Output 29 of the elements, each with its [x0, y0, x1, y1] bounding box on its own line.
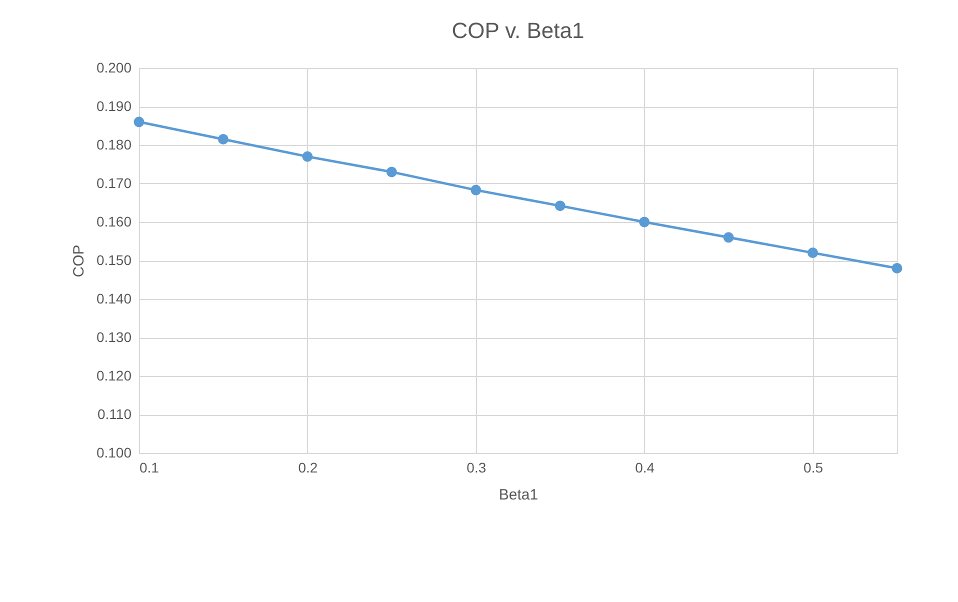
y-tick-label: 0.170	[96, 175, 132, 191]
y-tick-label: 0.190	[96, 98, 132, 114]
y-tick-label: 0.160	[96, 214, 132, 230]
point	[134, 116, 144, 128]
y-tick-label: 0.200	[96, 60, 132, 76]
y-tick-label: 0.120	[96, 368, 132, 384]
point	[386, 166, 397, 178]
x-tick-label: 0.4	[635, 460, 655, 476]
y-tick-label: 0.110	[98, 406, 132, 422]
x-axis-title: Beta1	[498, 486, 538, 504]
x-tick-label: 0.2	[298, 460, 318, 476]
point	[470, 184, 482, 196]
y-axis-title: COP	[70, 244, 88, 278]
x-tick-label: 0.3	[466, 460, 486, 476]
y-tick-label: 0.140	[96, 290, 132, 306]
point	[639, 216, 650, 228]
x-tick-label: 0.1	[140, 460, 160, 476]
point	[808, 248, 818, 258]
y-tick-label: 0.180	[96, 136, 132, 152]
y-tick-label: 0.130	[96, 329, 132, 345]
point	[302, 151, 313, 162]
y-tick-label: 0.150	[96, 252, 132, 268]
point	[554, 200, 566, 212]
chart-title: COP v. Beta1	[452, 18, 584, 43]
point	[218, 134, 228, 144]
y-tick-label: 0.100	[96, 444, 132, 460]
x-tick-label: 0.5	[804, 460, 824, 476]
point	[723, 232, 734, 243]
point	[892, 262, 902, 274]
